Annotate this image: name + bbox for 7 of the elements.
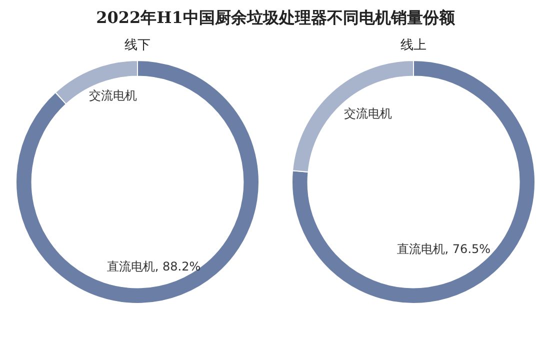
slice-label: 交流电机 [88, 88, 137, 103]
chart-subtitle: 线上 [400, 37, 428, 55]
chart-subtitle: 线下 [124, 37, 152, 55]
slice-label: 直流电机, 88.2% [106, 260, 201, 274]
slice-label: 交流电机 [344, 106, 392, 120]
chart-title: 2022年H1中国厨余垃圾处理器不同电机销量份额 [95, 7, 456, 29]
slice-label: 直流电机, 76.5% [396, 242, 491, 256]
